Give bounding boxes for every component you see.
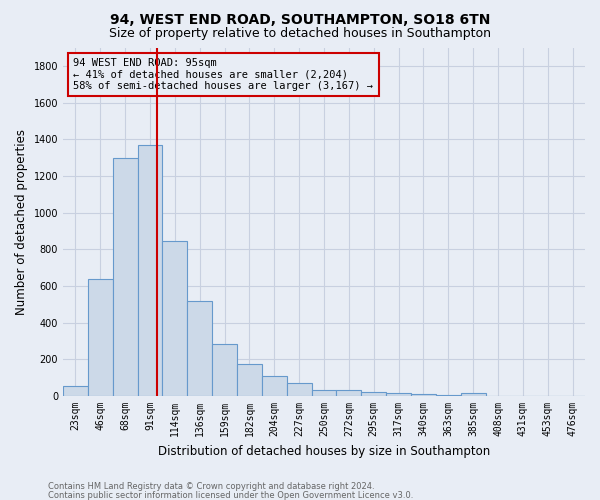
- Bar: [386, 394, 411, 396]
- Bar: [411, 394, 436, 396]
- Bar: [337, 390, 361, 396]
- Bar: [262, 376, 287, 396]
- Bar: [237, 364, 262, 396]
- Bar: [113, 158, 137, 396]
- Y-axis label: Number of detached properties: Number of detached properties: [15, 129, 28, 315]
- Text: 94, WEST END ROAD, SOUTHAMPTON, SO18 6TN: 94, WEST END ROAD, SOUTHAMPTON, SO18 6TN: [110, 12, 490, 26]
- Bar: [287, 383, 311, 396]
- Bar: [461, 394, 485, 396]
- Text: Contains HM Land Registry data © Crown copyright and database right 2024.: Contains HM Land Registry data © Crown c…: [48, 482, 374, 491]
- Bar: [187, 300, 212, 396]
- Bar: [311, 390, 337, 396]
- X-axis label: Distribution of detached houses by size in Southampton: Distribution of detached houses by size …: [158, 444, 490, 458]
- Bar: [212, 344, 237, 396]
- Text: Size of property relative to detached houses in Southampton: Size of property relative to detached ho…: [109, 28, 491, 40]
- Text: Contains public sector information licensed under the Open Government Licence v3: Contains public sector information licen…: [48, 490, 413, 500]
- Bar: [163, 241, 187, 396]
- Bar: [88, 278, 113, 396]
- Bar: [137, 144, 163, 396]
- Bar: [63, 386, 88, 396]
- Text: 94 WEST END ROAD: 95sqm
← 41% of detached houses are smaller (2,204)
58% of semi: 94 WEST END ROAD: 95sqm ← 41% of detache…: [73, 58, 373, 91]
- Bar: [436, 395, 461, 396]
- Bar: [361, 392, 386, 396]
